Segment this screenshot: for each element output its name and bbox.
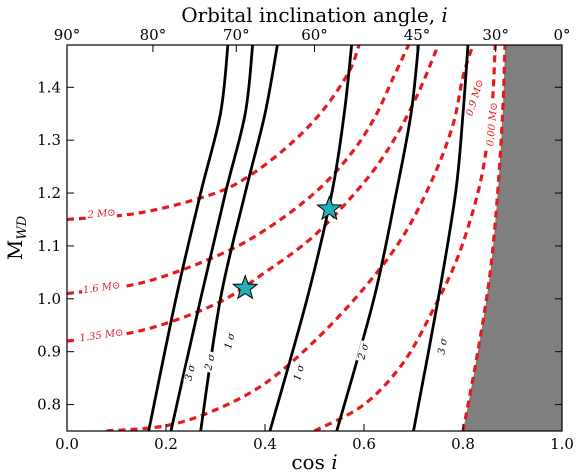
- contour-label-0: 3 σ: [184, 362, 199, 382]
- top-axis-title: Orbital inclination angle, i: [181, 3, 448, 27]
- star-marker-1: [316, 194, 343, 221]
- top-tick-label: 90°: [54, 26, 81, 44]
- y-tick-label: 1.2: [37, 184, 61, 202]
- contour-label-5: 3 σ: [436, 336, 450, 355]
- x-tick-label: 0.6: [352, 435, 376, 453]
- mass-curve-label-bg-0: [85, 207, 118, 222]
- mass-curve-label-2: 1.35 M⊙: [79, 327, 124, 344]
- total-mass-curve-2: [67, 45, 440, 343]
- top-tick-label: 30°: [482, 26, 509, 44]
- top-tick-label: 0°: [553, 26, 570, 44]
- x-tick-label: 0.0: [55, 435, 79, 453]
- mass-curve-label-5: 0.00 M⊙: [485, 102, 500, 147]
- y-tick-label: 1.4: [37, 78, 61, 96]
- y-tick-label: 1.0: [37, 290, 61, 308]
- solution-markers: [231, 194, 343, 300]
- top-tick-label: 70°: [223, 26, 250, 44]
- mass-curve-label-1: 1.6 M⊙: [82, 280, 121, 296]
- x-tick-label: 0.8: [451, 435, 475, 453]
- y-tick-label: 0.8: [37, 396, 61, 414]
- total-mass-curve-0: [67, 45, 361, 222]
- contour-label-2: 1 σ: [223, 331, 238, 351]
- total-mass-curves: [67, 45, 507, 431]
- excluded-region-layer: [463, 45, 562, 431]
- mass-curve-label-bg-5: [485, 100, 501, 148]
- mass-curve-label-4: 0.9 M⊙: [465, 78, 487, 117]
- y-axis-title: MWD: [3, 215, 30, 260]
- contour-line-4: [335, 45, 420, 431]
- contour-line-2: [199, 45, 279, 431]
- total-mass-curve-3: [106, 45, 475, 431]
- y-tick-label: 0.9: [37, 343, 61, 361]
- contour-label-bg-2: [222, 329, 239, 352]
- top-tick-label: 45°: [404, 26, 431, 44]
- total-mass-curve-5: [461, 45, 507, 431]
- x-tick-label: 0.4: [253, 435, 277, 453]
- x-axis-title: cos i: [291, 450, 337, 474]
- contour-label-3: 1 σ: [292, 362, 307, 382]
- contour-label-4: 2 σ: [356, 341, 372, 362]
- contour-line-0: [147, 45, 230, 431]
- contour-label-bg-5: [436, 335, 451, 357]
- top-tick-label: 80°: [140, 26, 167, 44]
- confidence-contours: [147, 45, 470, 431]
- excluded-region: [463, 45, 562, 431]
- y-tick-label: 1.3: [37, 131, 61, 149]
- contour-label-1: 2 σ: [203, 352, 218, 373]
- x-tick-label: 0.2: [154, 435, 178, 453]
- mass-curve-label-bg-4: [464, 77, 487, 119]
- total-mass-curve-1: [67, 45, 410, 296]
- mass-curve-label-0: 2 M⊙: [86, 207, 116, 221]
- star-marker-0: [231, 274, 259, 300]
- mass-curve-label-bg-1: [81, 279, 123, 297]
- top-tick-label: 60°: [301, 26, 328, 44]
- mass-curve-label-bg-2: [78, 327, 126, 345]
- curve-labels: 3 σ 2 σ 1 σ 1 σ 2 σ 3 σ 2 M⊙ 1.6 M⊙ 1.35 M⊙ 0.9 M…: [78, 77, 501, 384]
- y-tick-label: 1.1: [37, 237, 61, 255]
- contour-line-5: [412, 45, 470, 431]
- contour-label-bg-1: [202, 350, 219, 374]
- x-tick-label: 1.0: [550, 435, 574, 453]
- total-mass-curve-4: [313, 45, 497, 431]
- contour-label-bg-4: [355, 340, 373, 363]
- contour-line-1: [169, 45, 255, 431]
- contour-label-bg-0: [183, 361, 199, 384]
- axis-ticks: 0.0 0.2 0.4 0.6 0.8 1.0 0.8 0.9 1.0 1.1 1.2 1.3 1.4 9…: [37, 26, 574, 453]
- contour-label-bg-3: [291, 361, 308, 384]
